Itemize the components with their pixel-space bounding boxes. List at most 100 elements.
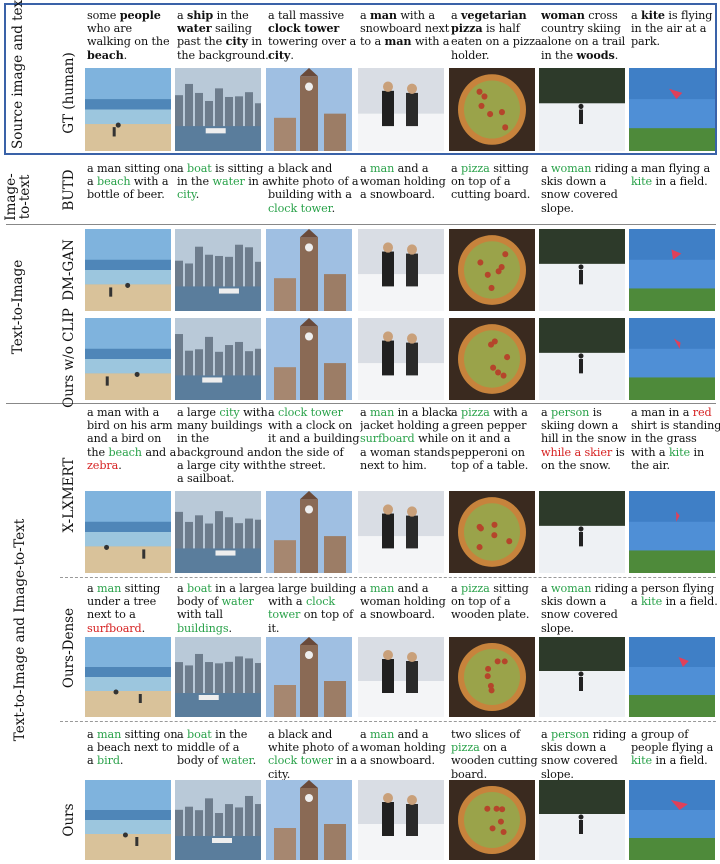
caption-fragment: and a woman holding a snowboard. [360,728,446,768]
caption-fragment: water [177,21,212,36]
caption-gt-6: woman cross country skiing alone on a tr… [541,9,633,62]
caption-fragment: pizza [451,741,480,755]
caption-fragment: . [331,201,336,215]
caption-fragment: a [177,9,188,22]
caption-fragment: man [97,728,122,741]
caption-fragment: a [451,9,462,22]
row-label-ours: Ours [61,803,77,837]
caption-ours-6: a person riding skis down a snow covered… [541,728,633,781]
caption-ours-3: a black and white photo of a clock tower… [268,728,360,781]
caption-fragment: clock tower [268,201,332,215]
caption-fragment: water [221,595,254,609]
caption-fragment: and a woman holding a snowboard. [360,582,446,622]
image-gt-1 [85,68,171,151]
caption-fragment: woods [576,47,615,62]
caption-fragment: a person flying a [631,582,715,609]
caption-xlxmert-5: a pizza with a green pepper on it and a … [451,406,543,472]
caption-ours-5: two slices of pizza on a wooden cutting … [451,728,543,781]
image-ours-wo_clip-1 [85,318,171,400]
caption-ours-dense-3: a large building with a clock tower on t… [268,582,360,635]
caption-ours-2: a boat in the middle of a body of water. [177,728,269,768]
image-ours-dense-3 [266,637,352,717]
image-dmgan-2 [175,229,261,311]
caption-fragment: . [252,754,257,768]
image-xlxmert-6 [539,491,625,573]
image-gt-2 [175,68,261,151]
caption-fragment: man [370,162,395,175]
caption-fragment: a [177,582,188,595]
caption-fragment: is half eaten on a pizza holder. [451,22,542,62]
image-ours-wo_clip-3 [266,318,352,400]
caption-fragment: person [551,406,590,419]
caption-fragment: a [360,162,371,175]
separator-image-to-text [6,224,716,225]
caption-fragment: man [97,582,122,595]
image-dmgan-1 [85,229,171,311]
image-ours-dense-1 [85,637,171,717]
caption-fragment: a [541,728,552,741]
image-gt-3 [266,68,352,151]
image-gt-6 [539,68,625,151]
caption-fragment: with tall [177,608,223,622]
image-ours-6 [539,780,625,860]
caption-fragment: man [370,728,395,741]
caption-fragment: with a green pepper on it and a pepperon… [451,406,529,472]
caption-fragment: a man with a bird on his arm and a bird … [87,406,173,459]
caption-fragment: man [370,406,395,419]
caption-fragment: in the air. [631,445,705,472]
caption-gt-7: a kite is flying in the air at a park. [631,9,720,49]
image-ours-1 [85,780,171,860]
caption-butd-4: a man and a woman holding a snowboard. [360,162,452,202]
caption-fragment: sitting under a tree next to a [87,582,161,622]
caption-xlxmert-2: a large city with many buildings in the … [177,406,269,485]
image-ours-wo_clip-5 [449,318,535,400]
caption-fragment: red [692,406,712,419]
caption-fragment: beach [87,47,124,62]
image-xlxmert-3 [266,491,352,573]
image-ours-wo_clip-2 [175,318,261,400]
caption-ours-dense-6: a woman riding skis down a snow covered … [541,582,633,635]
caption-fragment: man [370,582,395,595]
caption-fragment: on top of it. [268,608,354,635]
section-label-joint: Text-to-Image and Image-to-Text [12,518,28,742]
caption-fragment: bird [97,754,120,768]
image-ours-dense-6 [539,637,625,717]
caption-xlxmert-3: a clock tower with a clock on it and a b… [268,406,360,472]
caption-fragment: clock tower [278,406,343,419]
caption-fragment: . [290,48,294,62]
caption-fragment: people [119,9,161,22]
caption-fragment: person [551,728,590,741]
caption-ours-dense-7: a person flying a kite in a field. [631,582,720,608]
caption-fragment: kite [631,175,653,189]
caption-fragment: . [614,48,619,62]
section-label-source: Source image and text [10,0,26,149]
caption-fragment: boat [187,728,212,741]
image-gt-5 [449,68,535,151]
row-label-ours-wo-clip: Ours w/o CLIP [61,308,77,408]
caption-fragment: with a bottle of beer. [87,175,169,202]
caption-fragment: a [360,406,371,419]
caption-fragment: beach [97,175,131,189]
caption-fragment: a [541,162,552,175]
caption-fragment: with a [411,35,450,49]
caption-fragment: in a [244,175,269,189]
caption-fragment: pizza [461,582,490,595]
caption-ours-7: a group of people flying a kite in a fie… [631,728,720,768]
caption-fragment: a [451,406,462,419]
caption-fragment: while a woman stands next to him. [360,432,451,472]
caption-fragment: a [631,9,642,22]
image-ours-dense-5 [449,637,535,717]
caption-fragment: sitting on a beach next to a [87,728,178,768]
separator-text-to-image [6,403,716,404]
caption-fragment: city [225,34,248,49]
caption-fragment: beach [108,445,142,459]
caption-fragment: in a [668,406,693,419]
caption-fragment: a [360,728,371,741]
image-dmgan-5 [449,229,535,311]
caption-fragment: sailing past the [177,22,252,49]
caption-fragment: a [541,582,552,595]
caption-fragment: a black and white photo of a [268,728,359,755]
image-ours-4 [358,780,444,860]
caption-fragment: is skiing down a hill in the snow [541,406,627,446]
caption-fragment: vegetarian pizza [451,9,527,36]
